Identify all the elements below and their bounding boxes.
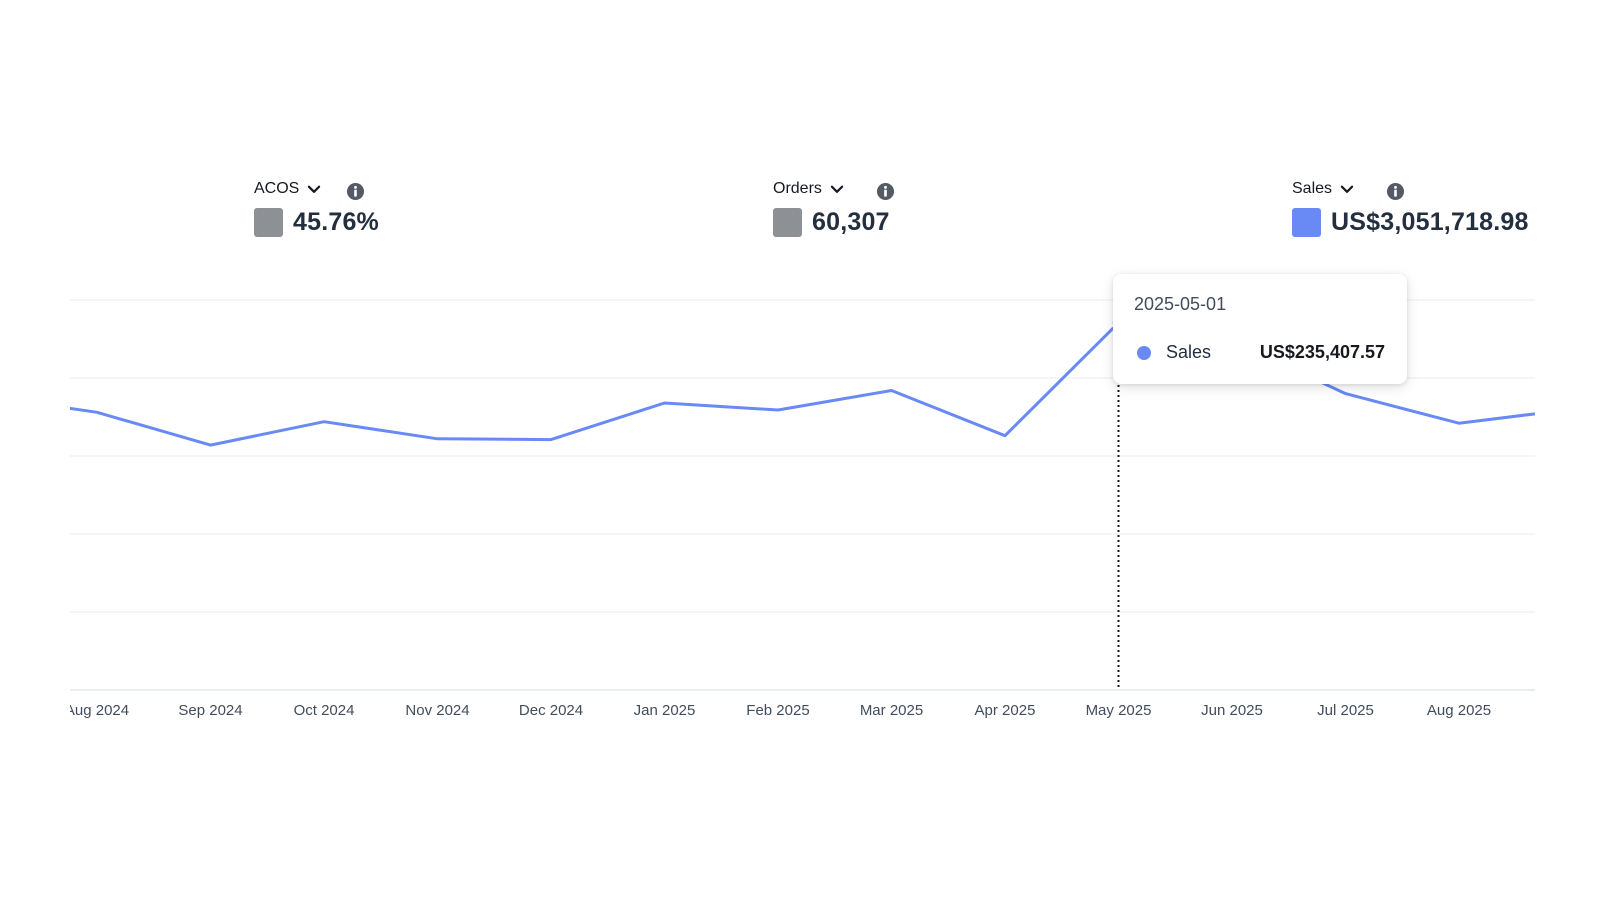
x-tick-label: Jun 2025 — [1201, 702, 1263, 719]
x-tick-label: Aug 2025 — [1427, 702, 1491, 719]
acos-value: 45.76% — [293, 208, 379, 236]
x-tick-label: Sep 2025 — [1540, 702, 1600, 719]
x-tick-label: Nov 2024 — [405, 702, 469, 719]
orders-swatch[interactable] — [773, 208, 802, 237]
metric-sales: Sales US$3,051,718.98 — [1292, 178, 1529, 237]
info-icon[interactable] — [346, 182, 365, 201]
sales-label: Sales — [1292, 180, 1333, 197]
x-tick-label: Aug 2024 — [65, 702, 129, 719]
tooltip-series-name: Sales — [1166, 342, 1212, 362]
x-tick-label: Oct 2024 — [294, 702, 355, 719]
x-tick-label: Jan 2025 — [634, 702, 696, 719]
tooltip-series-value: US$235,407.57 — [1259, 342, 1385, 362]
acos-label: ACOS — [254, 180, 300, 197]
info-icon[interactable] — [1386, 182, 1405, 201]
sales-swatch[interactable] — [1292, 208, 1321, 237]
chart-tooltip: 2025-05-01 Sales US$235,407.57 — [1113, 274, 1407, 384]
orders-value: 60,307 — [812, 208, 890, 236]
x-tick-label: Sep 2024 — [178, 702, 242, 719]
acos-swatch[interactable] — [254, 208, 283, 237]
tooltip-date: 2025-05-01 — [1134, 294, 1227, 314]
metric-orders: Orders 60,307 — [773, 178, 895, 237]
metric-acos: ACOS 45.76% — [254, 178, 379, 237]
x-tick-label: Mar 2025 — [860, 702, 923, 719]
info-icon[interactable] — [876, 182, 895, 201]
x-tick-label: May 2025 — [1086, 702, 1152, 719]
chevron-down-icon — [830, 185, 844, 193]
x-tick-label: Jul 2025 — [1317, 702, 1374, 719]
x-tick-label: Apr 2025 — [975, 702, 1036, 719]
sales-selector[interactable]: Sales — [1292, 178, 1529, 200]
chevron-down-icon — [308, 185, 321, 193]
x-tick-label: Feb 2025 — [746, 702, 809, 719]
orders-selector[interactable]: Orders — [773, 178, 890, 200]
chevron-down-icon — [1340, 185, 1354, 193]
x-tick-label: Dec 2024 — [519, 702, 583, 719]
acos-selector[interactable]: ACOS — [254, 178, 379, 200]
sales-value: US$3,051,718.98 — [1331, 208, 1529, 236]
orders-label: Orders — [773, 180, 822, 197]
tooltip-series-dot — [1137, 345, 1151, 360]
